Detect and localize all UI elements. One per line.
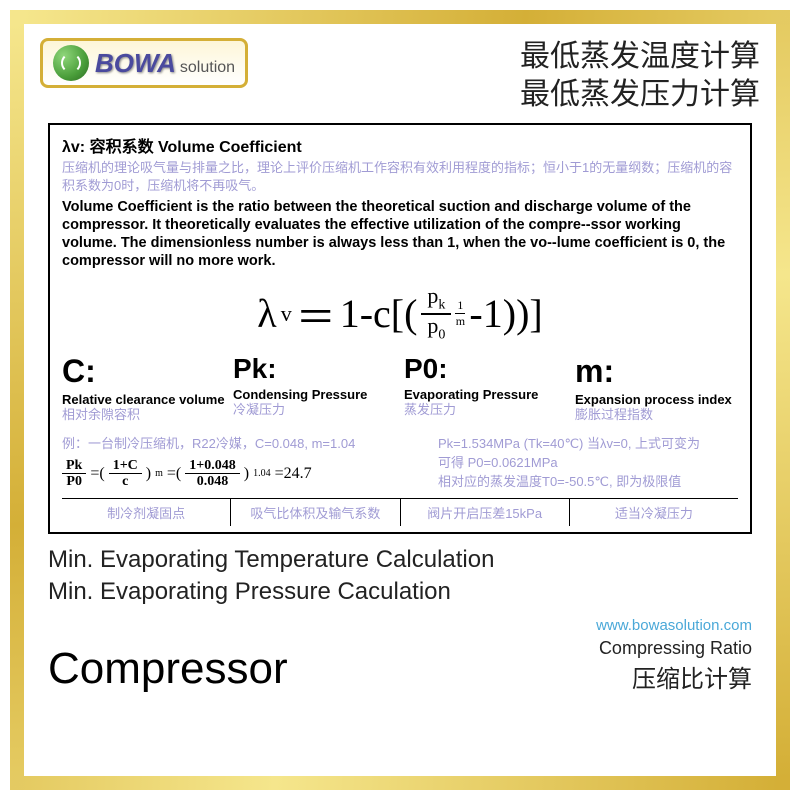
logo-bowa: BOWA	[95, 48, 176, 78]
cell-1: 吸气比体积及输气系数	[231, 499, 400, 526]
formula-part1: 1-c[(	[340, 290, 418, 337]
ex-paren2: )	[244, 465, 249, 483]
ex-eq1: =(	[90, 465, 104, 483]
var-m: m: Expansion process index膨胀过程指数	[575, 353, 738, 423]
example-label: 例：一台制冷压缩机，R22冷媒，C=0.048, m=1.04	[62, 433, 422, 452]
logo-globe-icon	[53, 45, 89, 81]
ex-eq2: =(	[167, 465, 181, 483]
ex-r1: 可得 P0=0.0621MPa	[438, 452, 738, 471]
logo-brand: BOWAsolution	[95, 48, 235, 79]
below-en-1: Min. Evaporating Temperature Calculation	[48, 544, 752, 576]
ex-result: =24.7	[275, 465, 312, 483]
var-m-symbol: m:	[575, 353, 614, 390]
definition-en: Volume Coefficient is the ratio between …	[62, 198, 738, 271]
main-box: λv: 容积系数 Volume Coefficient 压缩机的理论吸气量与排量…	[48, 123, 752, 534]
formula-part2: -1))]	[469, 290, 542, 337]
main-formula: λv ＝ 1-c[( pk p0 1 m -1))]	[62, 285, 738, 343]
var-p0-text: Evaporating Pressure蒸发压力	[404, 387, 538, 418]
header: BOWAsolution 最低蒸发温度计算 最低蒸发压力计算	[30, 30, 770, 117]
formula-exponent: 1 m	[455, 298, 465, 329]
cell-3: 适当冷凝压力	[570, 499, 738, 526]
ratio-en: Compressing Ratio	[599, 638, 752, 659]
frac-numerator: pk	[421, 285, 451, 314]
logo-solution: solution	[180, 59, 235, 76]
var-c: C: Relative clearance volume相对余隙容积	[62, 353, 225, 423]
definition-label: λv: 容积系数 Volume Coefficient	[62, 133, 738, 157]
below-box: Min. Evaporating Temperature Calculation…	[48, 544, 752, 609]
example-left: 例：一台制冷压缩机，R22冷媒，C=0.048, m=1.04 PkP0 =( …	[62, 433, 422, 490]
ex-frac2: 1+Cc	[109, 458, 142, 490]
title-cn-1: 最低蒸发温度计算	[520, 38, 760, 76]
var-pk-text: Condensing Pressure冷凝压力	[233, 387, 367, 418]
var-pk: Pk: Condensing Pressure冷凝压力	[233, 353, 396, 423]
cell-0: 制冷剂凝固点	[62, 499, 231, 526]
footer-right: Compressing Ratio 压缩比计算	[599, 638, 752, 694]
var-m-text: Expansion process index膨胀过程指数	[575, 392, 732, 423]
ex-r2: 相对应的蒸发温度T0=-50.5℃, 即为极限值	[438, 471, 738, 490]
var-c-text: Relative clearance volume相对余隙容积	[62, 392, 225, 423]
ex-frac1: PkP0	[62, 458, 86, 490]
formula-lambda-sub: v	[281, 301, 292, 327]
var-c-symbol: C:	[62, 353, 96, 390]
bottom-cells: 制冷剂凝固点 吸气比体积及输气系数 阀片开启压差15kPa 适当冷凝压力	[62, 498, 738, 526]
title-cn-2: 最低蒸发压力计算	[520, 76, 760, 114]
header-title-cn: 最低蒸发温度计算 最低蒸发压力计算	[520, 38, 760, 113]
var-p0-symbol: P0:	[404, 353, 448, 385]
example-row: 例：一台制冷压缩机，R22冷媒，C=0.048, m=1.04 PkP0 =( …	[62, 433, 738, 490]
formula-lambda: λ	[257, 290, 276, 337]
logo-text: BOWAsolution	[95, 48, 235, 79]
example-formula: PkP0 =( 1+Cc )m =( 1+0.0480.048 )1.04 =2…	[62, 458, 422, 490]
example-right: Pk=1.534MPa (Tk=40℃) 当λv=0, 上式可变为 可得 P0=…	[438, 433, 738, 490]
ex-r0: Pk=1.534MPa (Tk=40℃) 当λv=0, 上式可变为	[438, 433, 738, 452]
formula-fraction: pk p0	[421, 285, 451, 342]
footer: Compressor Compressing Ratio 压缩比计算	[48, 638, 752, 694]
formula-equals: ＝	[296, 285, 336, 343]
website-url: www.bowasolution.com	[30, 617, 770, 634]
variables-row: C: Relative clearance volume相对余隙容积 Pk: C…	[62, 353, 738, 423]
var-p0: P0: Evaporating Pressure蒸发压力	[404, 353, 567, 423]
var-pk-symbol: Pk:	[233, 353, 277, 385]
logo: BOWAsolution	[40, 38, 248, 88]
below-en-2: Min. Evaporating Pressure Caculation	[48, 576, 752, 608]
ratio-zh: 压缩比计算	[599, 659, 752, 694]
compressor-label: Compressor	[48, 644, 288, 694]
content-area: BOWAsolution 最低蒸发温度计算 最低蒸发压力计算 λv: 容积系数 …	[30, 30, 770, 770]
ex-paren1: )	[146, 465, 151, 483]
frac-denominator: p0	[421, 315, 451, 342]
ex-frac3: 1+0.0480.048	[185, 458, 239, 490]
cell-2: 阀片开启压差15kPa	[401, 499, 570, 526]
definition-zh: 压缩机的理论吸气量与排量之比，理论上评价压缩机工作容积有效利用程度的指标；恒小于…	[62, 159, 738, 194]
